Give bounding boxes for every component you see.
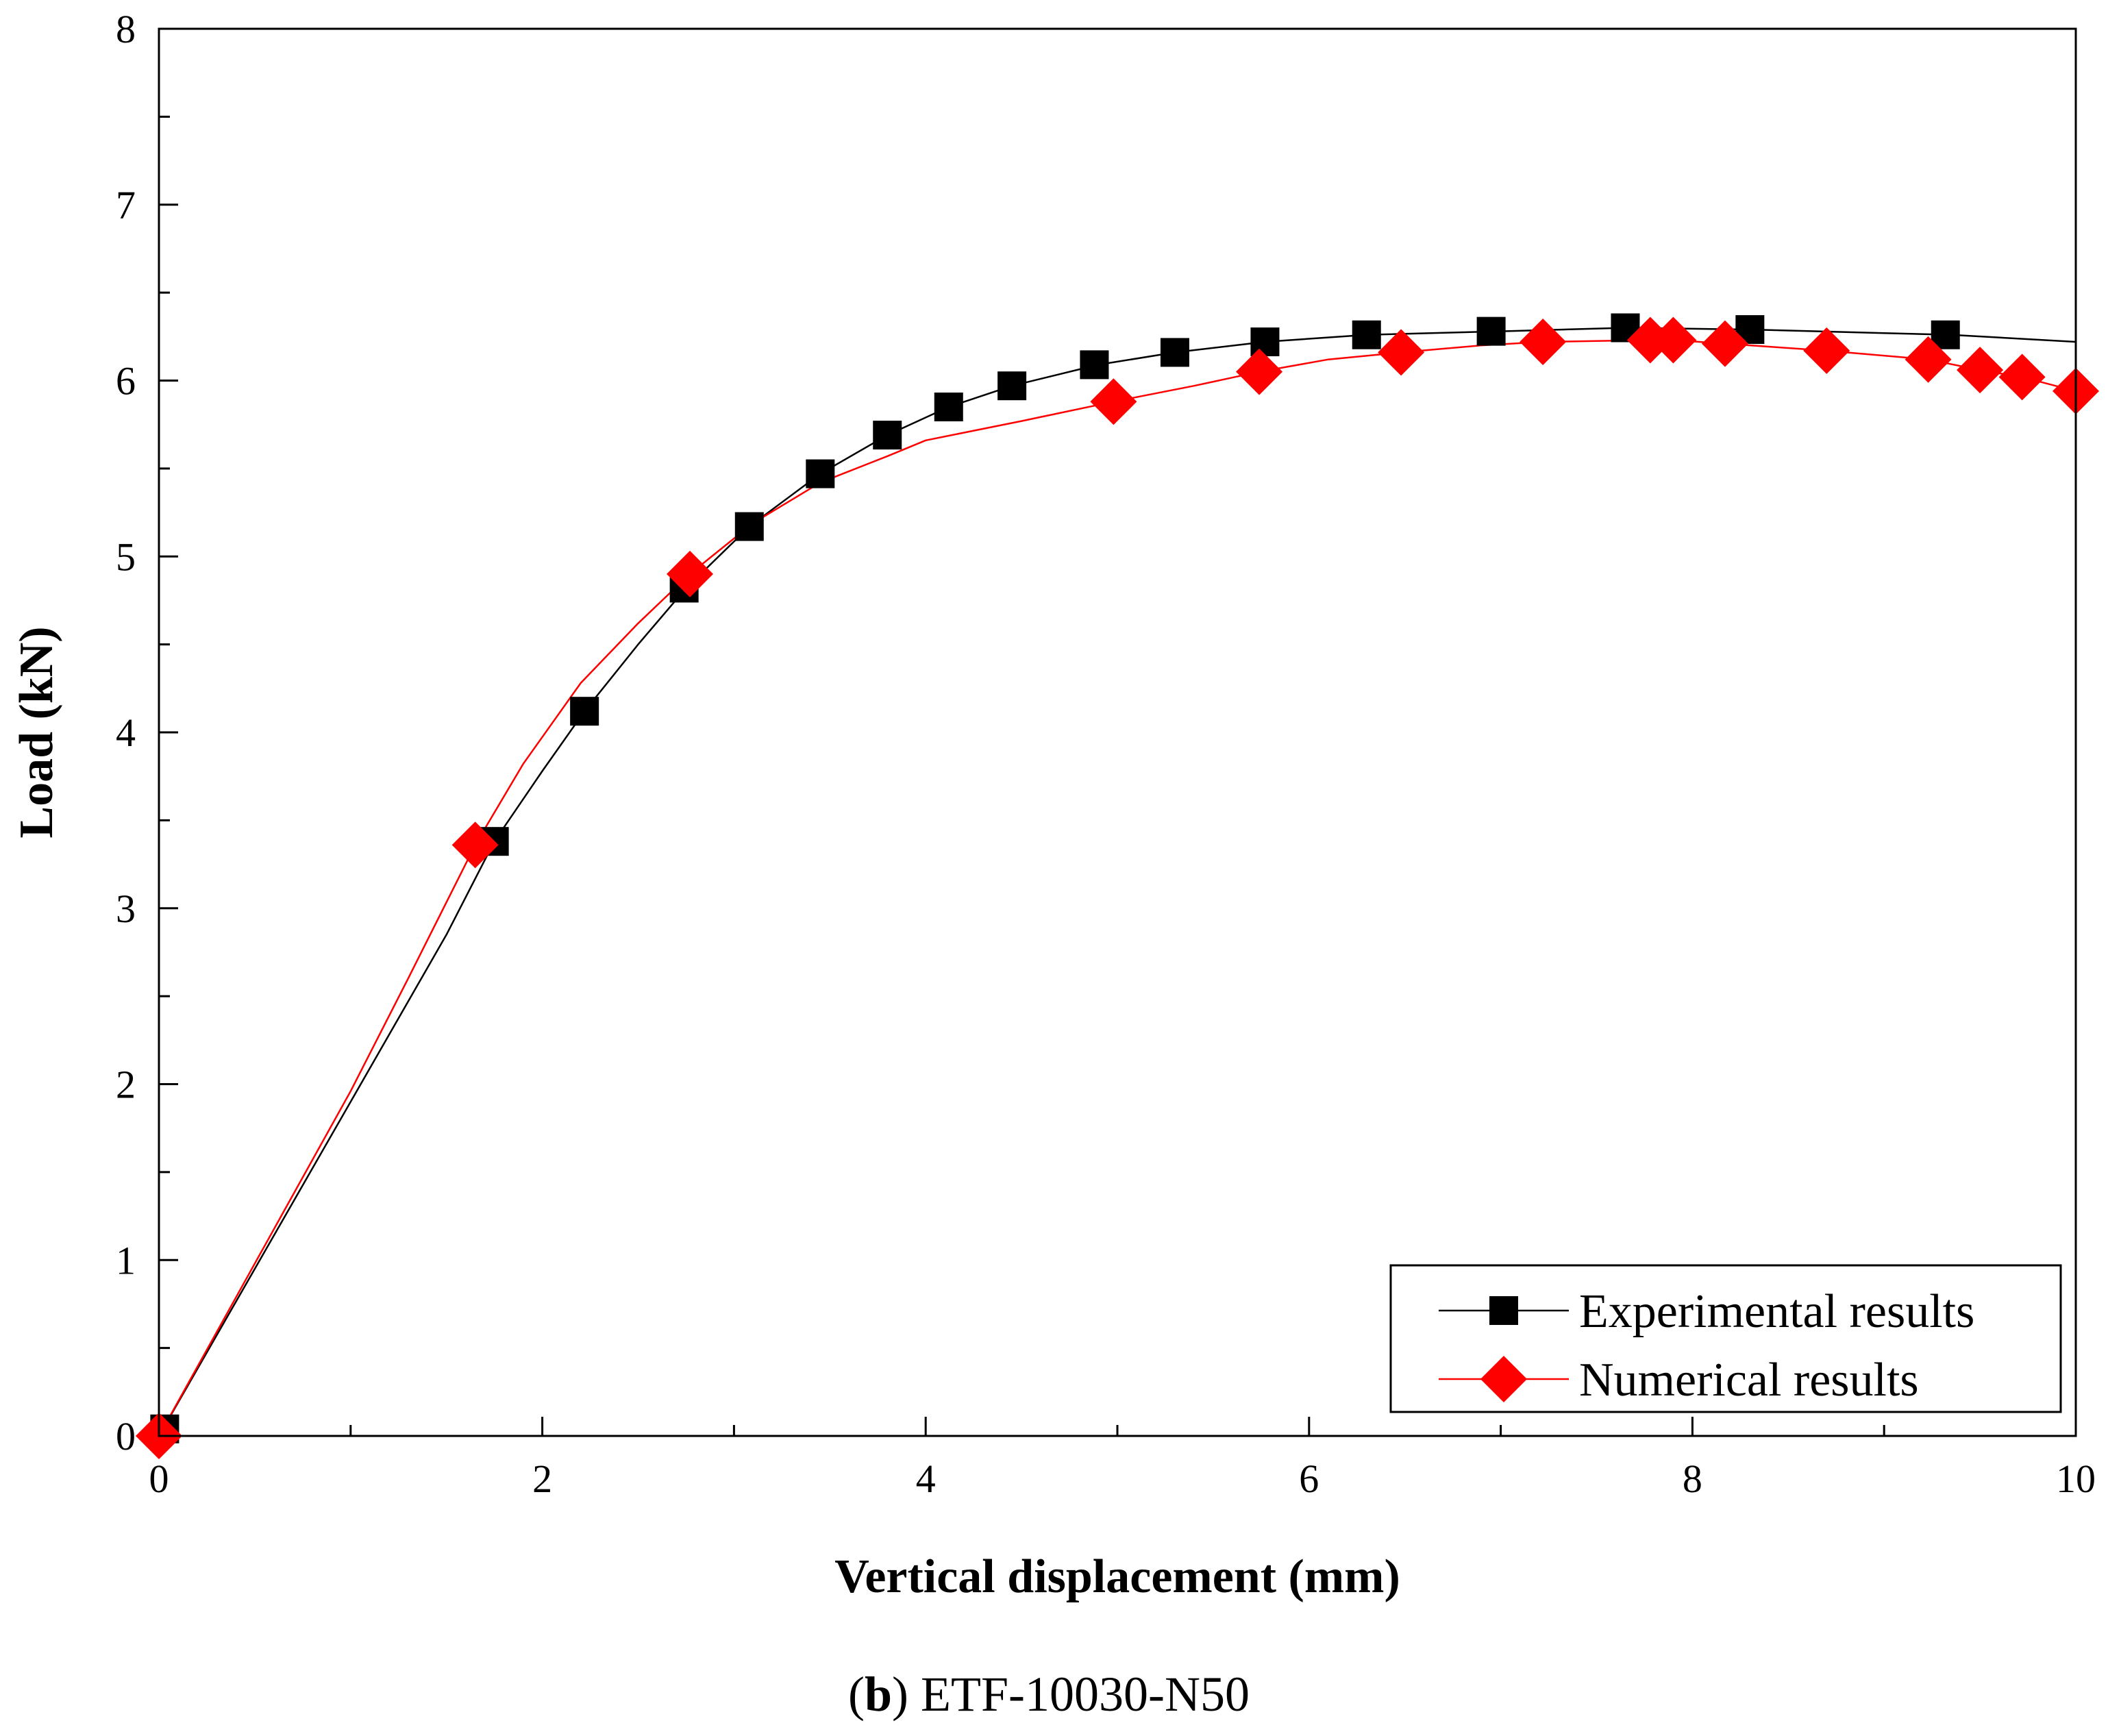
x-tick-label: 2 [532, 1456, 552, 1501]
y-tick-label: 6 [116, 359, 136, 404]
y-tick-label: 5 [116, 534, 136, 579]
x-tick-label: 8 [1683, 1456, 1702, 1501]
y-tick-label: 1 [116, 1238, 136, 1282]
legend-marker [1480, 1356, 1527, 1402]
y-axis-title: Load (kN) [10, 626, 63, 838]
data-point-numerical [1520, 319, 1567, 366]
data-point-numerical [1236, 348, 1283, 395]
x-axis-ticks: 0 2 4 6 8 10 [149, 1417, 2096, 1501]
caption-label: ) ETF-10030-N50 [892, 1667, 1250, 1722]
legend: Experimental results Numerical results [1389, 1264, 2062, 1413]
y-tick-label: 8 [116, 7, 136, 51]
data-point-numerical [1378, 329, 1425, 376]
data-point-numerical [1998, 354, 2046, 401]
data-point-experimental [1160, 338, 1189, 367]
data-point-numerical [1905, 336, 1952, 383]
x-tick-label: 0 [149, 1456, 169, 1501]
data-point-numerical [1803, 327, 1850, 374]
data-point-numerical [667, 550, 714, 597]
data-point-numerical [1701, 320, 1748, 367]
y-tick-label: 4 [116, 710, 136, 755]
data-point-numerical [1090, 378, 1137, 425]
x-tick-label: 6 [1299, 1456, 1319, 1501]
data-point-experimental [934, 393, 963, 422]
data-point-numerical [1957, 347, 2004, 394]
data-point-experimental [570, 697, 599, 726]
data-point-numerical [1650, 317, 1697, 364]
x-axis-title: Vertical displacement (mm) [834, 1550, 1400, 1603]
legend-label: Numerical results [1579, 1354, 1919, 1406]
data-point-experimental [1080, 350, 1109, 380]
legend-label: Experimental results [1579, 1285, 1974, 1338]
y-tick-label: 2 [116, 1063, 136, 1107]
data-point-experimental [997, 371, 1027, 401]
data-point-experimental [1352, 320, 1381, 349]
legend-marker [1489, 1296, 1518, 1325]
figure-caption: (b) ETF-10030-N50 [848, 1667, 1250, 1722]
data-point-experimental [806, 459, 835, 488]
caption-letter: b [865, 1667, 892, 1722]
data-point-experimental [734, 512, 764, 541]
data-point-experimental [873, 421, 902, 450]
x-tick-label: 10 [2056, 1456, 2096, 1501]
data-point-experimental [1476, 317, 1506, 346]
y-tick-label: 0 [116, 1414, 136, 1459]
y-axis-ticks: 0 1 2 3 4 5 6 7 8 [116, 7, 178, 1459]
data-point-numerical [451, 821, 499, 869]
data-point-experimental [1250, 327, 1280, 357]
caption-open-paren: ( [848, 1667, 865, 1722]
y-tick-label: 7 [116, 183, 136, 227]
y-tick-label: 3 [116, 886, 136, 931]
x-tick-label: 4 [916, 1456, 936, 1501]
